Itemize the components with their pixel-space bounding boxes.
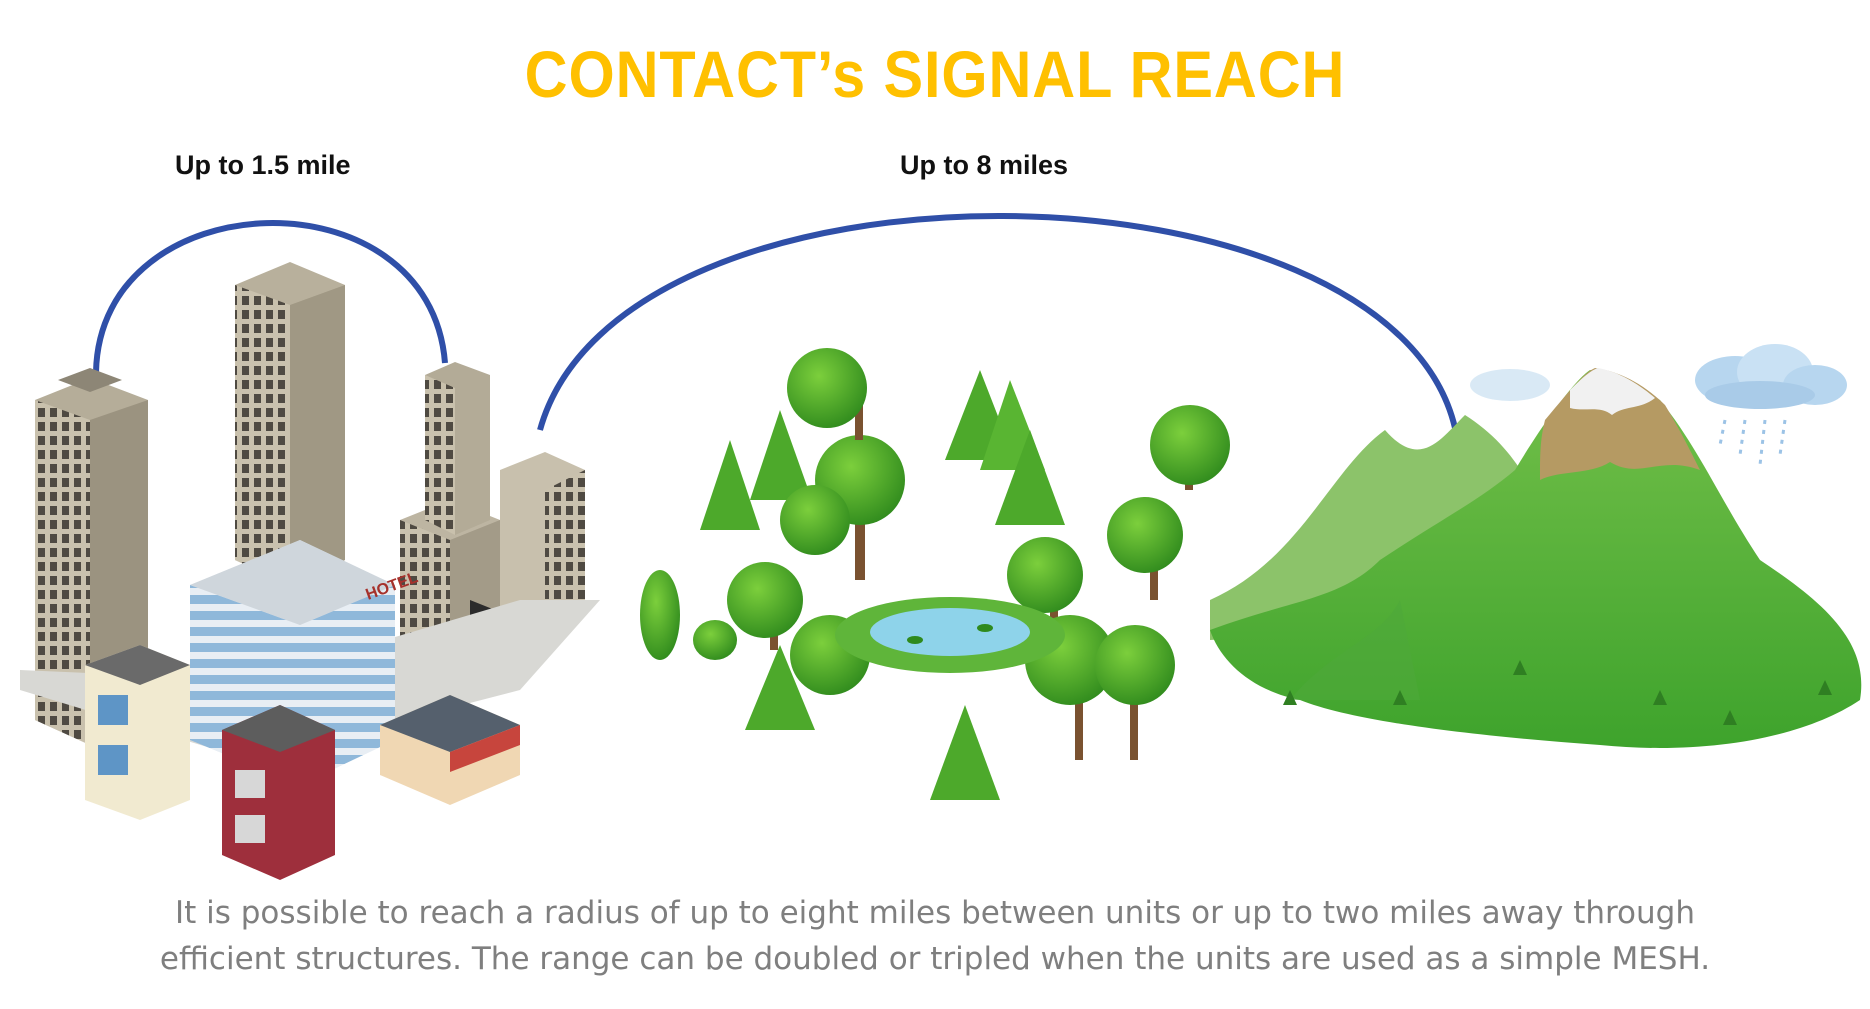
forest-trees-icon [640, 348, 1230, 800]
caption-line-1: It is possible to reach a radius of up t… [174, 895, 1695, 931]
signal-arc-long [537, 213, 1458, 431]
rain-cloud-icon [1470, 344, 1847, 466]
description-caption: It is possible to reach a radius of up t… [60, 890, 1810, 982]
long-range-label: Up to 8 miles [900, 150, 1069, 180]
page-title: CONTACT’s SIGNAL REACH [524, 37, 1346, 111]
city-buildings-icon [20, 262, 600, 760]
short-range-label: Up to 1.5 mile [175, 150, 351, 180]
shop-buildings-icon [85, 645, 520, 880]
mountains-icon [1210, 368, 1862, 748]
pond-icon [835, 597, 1065, 673]
caption-line-2: efficient structures. The range can be d… [159, 941, 1711, 977]
signal-arc-short [93, 220, 448, 373]
